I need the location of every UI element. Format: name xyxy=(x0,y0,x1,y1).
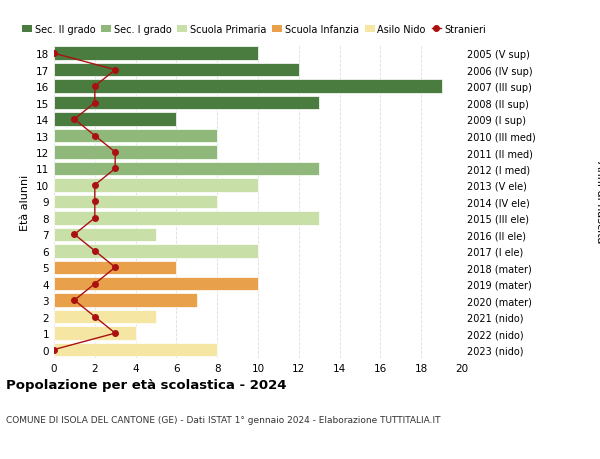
Bar xyxy=(54,97,319,110)
Bar xyxy=(54,162,319,176)
Bar xyxy=(54,47,258,61)
Bar xyxy=(54,277,258,291)
Bar xyxy=(54,228,156,241)
Bar xyxy=(54,343,217,357)
Y-axis label: Età alunni: Età alunni xyxy=(20,174,31,230)
Text: Popolazione per età scolastica - 2024: Popolazione per età scolastica - 2024 xyxy=(6,379,287,392)
Bar xyxy=(54,310,156,324)
Bar xyxy=(54,261,176,274)
Bar xyxy=(54,129,217,143)
Text: COMUNE DI ISOLA DEL CANTONE (GE) - Dati ISTAT 1° gennaio 2024 - Elaborazione TUT: COMUNE DI ISOLA DEL CANTONE (GE) - Dati … xyxy=(6,415,440,425)
Bar xyxy=(54,64,299,77)
Bar xyxy=(54,195,217,209)
Y-axis label: Anni di nascita: Anni di nascita xyxy=(595,161,600,243)
Bar xyxy=(54,179,258,192)
Bar xyxy=(54,146,217,159)
Bar xyxy=(54,245,258,258)
Bar xyxy=(54,294,197,307)
Bar xyxy=(54,113,176,127)
Legend: Sec. II grado, Sec. I grado, Scuola Primaria, Scuola Infanzia, Asilo Nido, Stran: Sec. II grado, Sec. I grado, Scuola Prim… xyxy=(22,25,486,35)
Bar xyxy=(54,212,319,225)
Bar xyxy=(54,327,136,340)
Bar xyxy=(54,80,442,94)
